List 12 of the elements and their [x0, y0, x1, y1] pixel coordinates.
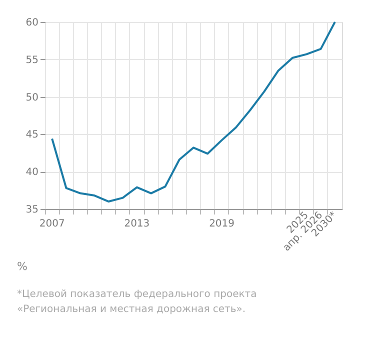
y-axis-title: %	[17, 260, 28, 273]
x-tick-label: 2013	[124, 218, 150, 230]
text: *Целевой показатель федерального проекта «Региональная и местная дорожная сеть».	[17, 289, 257, 315]
x-tick-label: 2019	[209, 218, 235, 230]
line-series	[51, 21, 336, 203]
y-tick-label: 50	[26, 92, 38, 104]
y-tick-label: 35	[26, 204, 38, 216]
y-tick-label: 60	[26, 18, 38, 28]
y-tick-label: 40	[26, 167, 38, 178]
y-tick-label: 55	[26, 54, 38, 66]
x-tick-label: 2007	[39, 218, 65, 230]
y-tick-label: 45	[26, 130, 38, 141]
